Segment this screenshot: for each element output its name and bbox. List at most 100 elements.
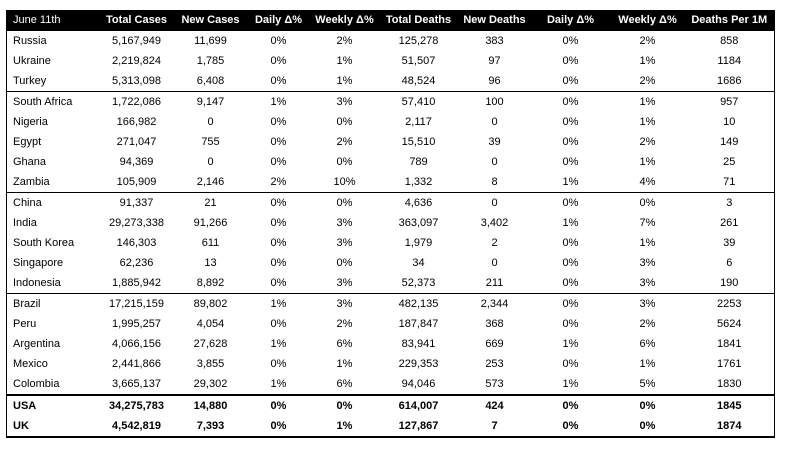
- deaths-per-1m-cell: 39: [723, 237, 736, 249]
- table-row: Colombia 3,665,137 29,302 1% 6% 94,046 573 1% 5%…: [7, 374, 775, 395]
- table-row: UK 4,542,819 7,393 0% 1% 127,867 7 0% 0% 1874: [6, 416, 775, 438]
- daily-deaths-change-cell: 0%: [562, 55, 579, 67]
- deaths-per-1m-cell: 957: [684, 91, 775, 112]
- new-deaths-cell: 97: [488, 55, 501, 67]
- daily-cases-change-cell: 0%: [246, 416, 311, 438]
- new-cases-cell: 0: [207, 156, 214, 168]
- total-deaths-cell: 614,007: [378, 394, 459, 416]
- deaths-per-1m-cell: 149: [720, 136, 739, 148]
- new-cases-cell: 7,393: [174, 416, 247, 438]
- weekly-deaths-change-cell: 1%: [639, 55, 656, 67]
- weekly-cases-change-cell: 3%: [336, 217, 353, 229]
- deaths-per-1m-cell: 1874: [684, 416, 775, 438]
- total-deaths-cell: 187,847: [398, 318, 439, 330]
- new-cases-cell: 2,146: [196, 176, 225, 188]
- daily-deaths-change-cell: 0%: [562, 257, 579, 269]
- new-cases-cell: 8,892: [196, 277, 225, 289]
- total-cases-cell: 17,215,159: [98, 293, 175, 314]
- deaths-per-1m-cell: 858: [720, 35, 739, 47]
- header-row: June 11th Total Cases New Cases Daily Δ%…: [6, 10, 775, 31]
- total-deaths-cell: 1,332: [404, 176, 433, 188]
- daily-cases-change-cell: 0%: [270, 116, 287, 128]
- new-cases-cell: 21: [174, 192, 247, 213]
- weekly-cases-change-cell: 3%: [310, 91, 379, 112]
- daily-deaths-change-cell: 0%: [562, 358, 579, 370]
- country-cell: South Korea: [13, 237, 75, 249]
- new-cases-cell: 29,302: [193, 378, 228, 390]
- deaths-per-1m-cell: 1184: [717, 55, 742, 67]
- daily-deaths-change-cell: 1%: [562, 217, 579, 229]
- total-cases-cell: 94,369: [119, 156, 154, 168]
- table-row: Egypt 271,047 755 0% 2% 15,510 39 0% 2% 149: [7, 132, 775, 152]
- daily-deaths-change-cell: 0%: [530, 293, 611, 314]
- weekly-deaths-change-cell: 0%: [610, 192, 685, 213]
- weekly-deaths-change-cell: 3%: [610, 293, 685, 314]
- new-cases-cell: 27,628: [193, 338, 228, 350]
- total-deaths-cell: 125,278: [398, 35, 439, 47]
- country-cell: Russia: [13, 35, 47, 47]
- header-deaths-per-1m: Deaths Per 1M: [684, 10, 775, 31]
- deaths-per-1m-cell: 5624: [717, 318, 742, 330]
- daily-deaths-change-cell: 0%: [562, 237, 579, 249]
- new-deaths-cell: 253: [485, 358, 504, 370]
- new-deaths-cell: 0: [458, 192, 531, 213]
- total-deaths-cell: 229,353: [398, 358, 439, 370]
- weekly-deaths-change-cell: 1%: [639, 116, 656, 128]
- table-row: Peru 1,995,257 4,054 0% 2% 187,847 368 0% 2% 5624: [7, 314, 775, 334]
- daily-deaths-change-cell: 1%: [562, 378, 579, 390]
- weekly-cases-change-cell: 0%: [336, 116, 353, 128]
- total-cases-cell: 5,313,098: [112, 75, 161, 87]
- total-deaths-cell: 34: [412, 257, 425, 269]
- deaths-per-1m-cell: 2253: [684, 293, 775, 314]
- total-deaths-cell: 52,373: [401, 277, 436, 289]
- new-deaths-cell: 0: [491, 257, 498, 269]
- daily-cases-change-cell: 0%: [270, 217, 287, 229]
- total-cases-cell: 1,722,086: [98, 91, 175, 112]
- weekly-deaths-change-cell: 5%: [639, 378, 656, 390]
- daily-deaths-change-cell: 1%: [562, 338, 579, 350]
- daily-deaths-change-cell: 0%: [562, 318, 579, 330]
- new-cases-cell: 13: [204, 257, 217, 269]
- new-deaths-cell: 0: [491, 156, 498, 168]
- weekly-cases-change-cell: 6%: [336, 378, 353, 390]
- weekly-deaths-change-cell: 2%: [639, 75, 656, 87]
- daily-cases-change-cell: 0%: [270, 277, 287, 289]
- total-cases-cell: 146,303: [116, 237, 157, 249]
- total-cases-cell: 2,219,824: [112, 55, 161, 67]
- new-cases-cell: 4,054: [196, 318, 225, 330]
- covid-stats-table: June 11th Total Cases New Cases Daily Δ%…: [6, 10, 775, 438]
- country-cell: South Africa: [6, 91, 99, 112]
- daily-deaths-change-cell: 0%: [562, 75, 579, 87]
- table-row: India 29,273,338 91,266 0% 3% 363,097 3,402 1% 7…: [7, 213, 775, 233]
- total-cases-cell: 3,665,137: [112, 378, 161, 390]
- table-row: USA 34,275,783 14,880 0% 0% 614,007 424 0% 0% 184…: [6, 394, 775, 416]
- table-row: Indonesia 1,885,942 8,892 0% 3% 52,373 211 0% 3%…: [7, 273, 775, 294]
- header-daily-cases-change: Daily Δ%: [246, 10, 311, 31]
- total-cases-cell: 62,236: [119, 257, 154, 269]
- daily-cases-change-cell: 0%: [270, 75, 287, 87]
- table-row: Zambia 105,909 2,146 2% 10% 1,332 8 1% 4% 71: [7, 172, 775, 193]
- weekly-deaths-change-cell: 2%: [639, 318, 656, 330]
- deaths-per-1m-cell: 1841: [717, 338, 742, 350]
- table-row: Ukraine 2,219,824 1,785 0% 1% 51,507 97 0% 1% 118…: [7, 51, 775, 71]
- new-deaths-cell: 96: [488, 75, 501, 87]
- deaths-per-1m-cell: 71: [723, 176, 736, 188]
- daily-deaths-change-cell: 0%: [562, 136, 579, 148]
- total-cases-cell: 4,542,819: [98, 416, 175, 438]
- daily-cases-change-cell: 0%: [270, 358, 287, 370]
- country-cell: Brazil: [6, 293, 99, 314]
- daily-deaths-change-cell: 0%: [562, 156, 579, 168]
- new-deaths-cell: 573: [485, 378, 504, 390]
- country-cell: Ukraine: [13, 55, 51, 67]
- deaths-per-1m-cell: 3: [684, 192, 775, 213]
- table-row: Argentina 4,066,156 27,628 1% 6% 83,941 669 1% 6…: [7, 334, 775, 354]
- weekly-deaths-change-cell: 1%: [639, 358, 656, 370]
- weekly-cases-change-cell: 1%: [336, 55, 353, 67]
- total-deaths-cell: 57,410: [378, 91, 459, 112]
- country-cell: USA: [6, 394, 99, 416]
- weekly-cases-change-cell: 0%: [310, 394, 379, 416]
- total-deaths-cell: 48,524: [401, 75, 436, 87]
- total-cases-cell: 1,885,942: [112, 277, 161, 289]
- new-deaths-cell: 2,344: [458, 293, 531, 314]
- weekly-cases-change-cell: 3%: [336, 277, 353, 289]
